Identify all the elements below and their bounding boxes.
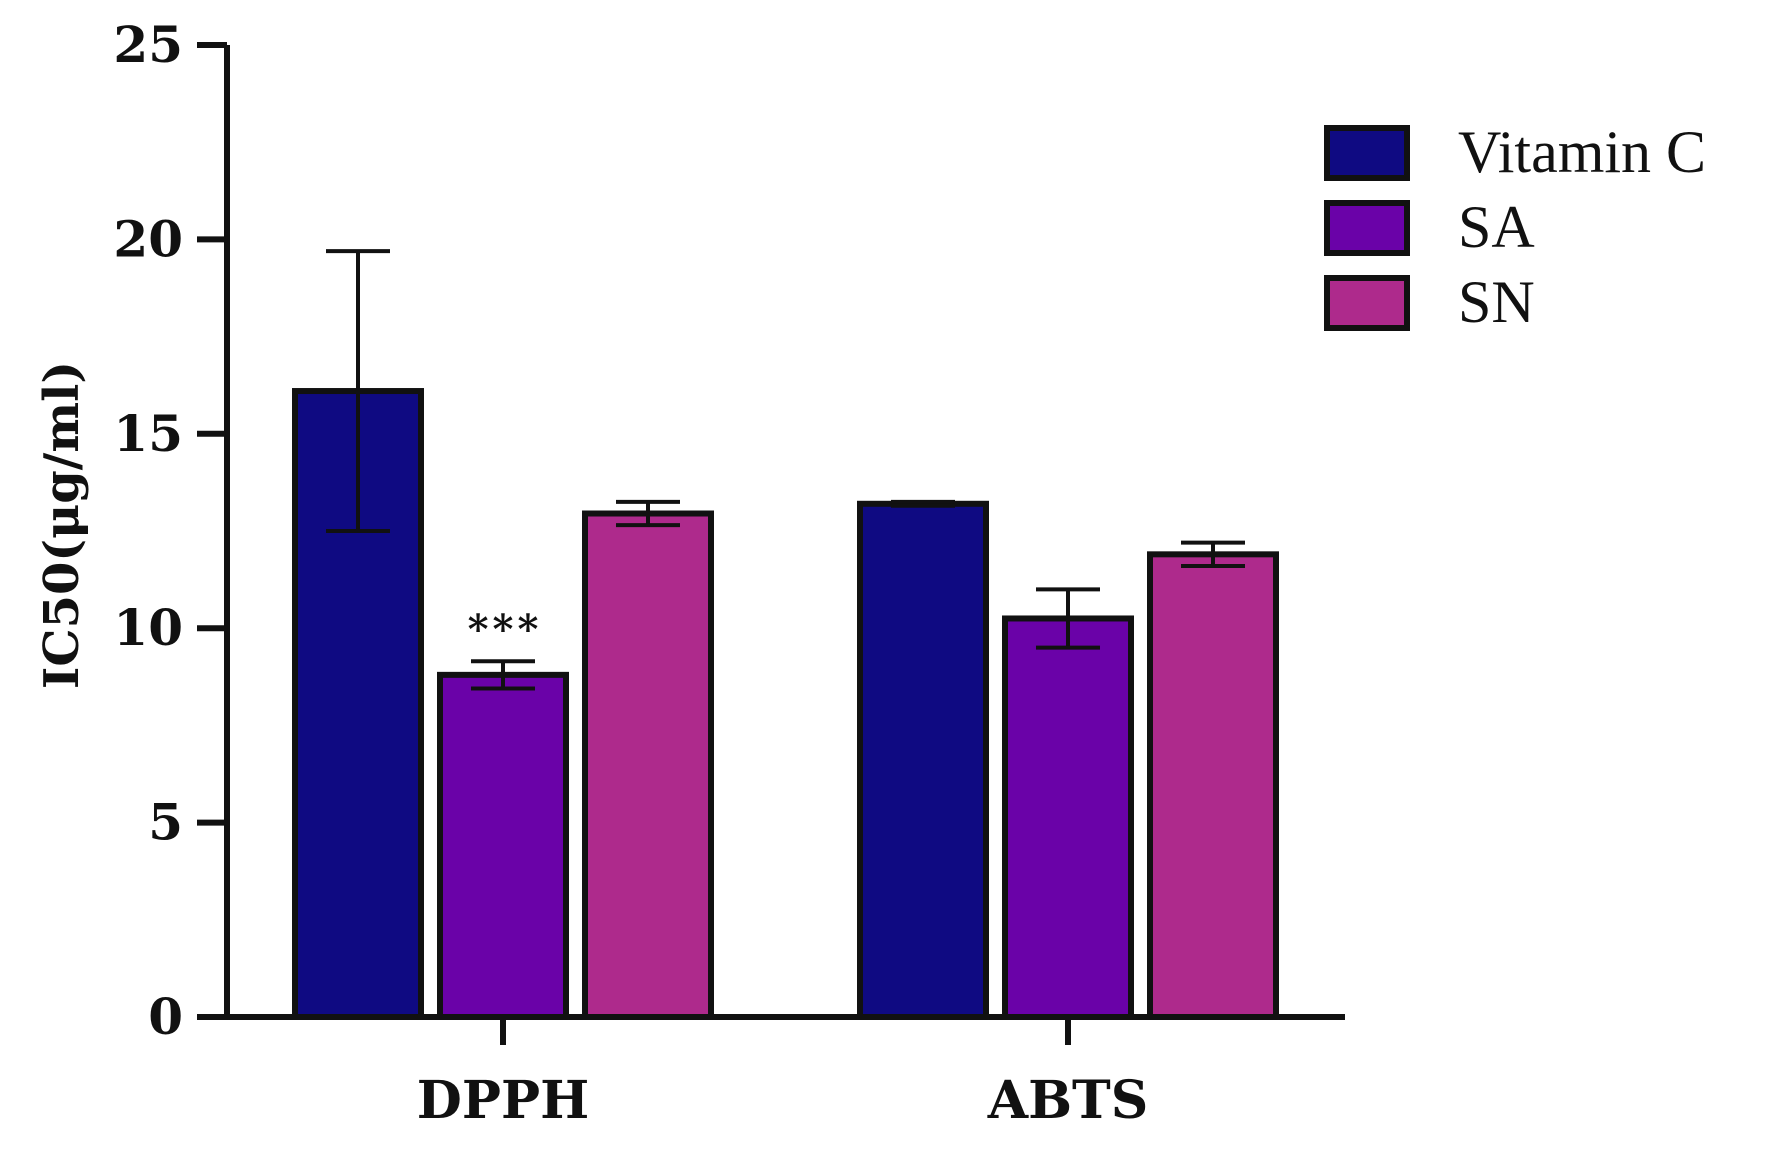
bar-abts-sa [1002,615,1134,1020]
significance-annotation: *** [468,606,543,653]
y-tick-label: 5 [148,793,183,852]
legend-label-vitamin-c: Vitamin C [1458,119,1706,185]
bar-abts-sn [1147,551,1279,1020]
legend-label-sa: SA [1458,194,1535,260]
y-tick-label: 20 [113,209,183,268]
legend-label-sn: SN [1458,269,1535,335]
bar-dpph-sn [582,510,714,1021]
legend-swatch-vitamin-c [1324,125,1410,181]
bar-abts-vitamin-c [857,500,989,1020]
y-tick-label: 0 [148,987,183,1046]
x-tick-label-dpph: DPPH [417,1070,589,1131]
y-tick-label: 25 [113,15,183,74]
y-tick-label: 15 [113,404,183,463]
x-tick-label-abts: ABTS [987,1070,1149,1131]
bar-dpph-sa [437,671,569,1021]
legend-swatch-sn [1324,275,1410,331]
y-tick-label: 10 [113,598,183,657]
y-axis-title: IC50(μg/ml) [34,361,90,689]
plot-area: DPPH ABTS *** 0 5 10 15 20 25 Vitamin C SA SN [113,15,1706,1131]
legend-swatch-sa [1324,200,1410,256]
